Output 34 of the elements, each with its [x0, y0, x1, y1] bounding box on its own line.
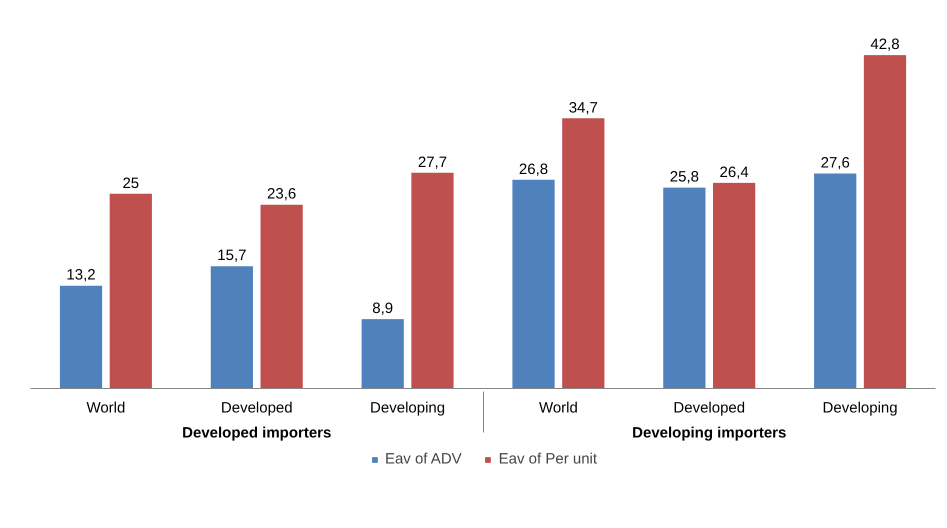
bar — [713, 182, 756, 388]
text: Developed importers — [182, 424, 332, 442]
data-label: 8,9 — [372, 300, 394, 318]
data-label: 25 — [122, 174, 140, 192]
data-label: 13,2 — [66, 266, 96, 284]
x-tick-label: World — [86, 400, 126, 416]
data-label: 27,6 — [820, 154, 850, 172]
data-label: 26,8 — [518, 160, 548, 178]
x-tick-label: Developing — [370, 400, 446, 416]
data-label: 26,4 — [720, 164, 749, 181]
data-label: 25,8 — [670, 168, 699, 186]
data-label: 15,7 — [217, 247, 246, 264]
bar — [562, 118, 604, 388]
bar — [110, 194, 152, 388]
bar — [260, 204, 303, 388]
x-tick-label: Developed — [220, 400, 293, 416]
bar — [362, 319, 404, 388]
bar — [60, 286, 102, 388]
x-tick-label: World — [538, 400, 578, 416]
legend-label: Eav of ADV — [384, 450, 462, 468]
data-label: 42,8 — [870, 36, 900, 54]
bar — [512, 180, 555, 388]
x-tick-label: Developing — [822, 400, 898, 416]
data-label: 27,7 — [418, 154, 448, 171]
data-label: 34,7 — [568, 99, 598, 116]
bar — [663, 188, 706, 388]
data-label: 23,6 — [267, 186, 296, 203]
x-tick-label: Developed — [673, 400, 746, 416]
bar — [864, 55, 906, 388]
bar — [411, 172, 454, 388]
text: Developing importers — [632, 424, 786, 442]
bar — [814, 174, 856, 388]
legend-label: Eav of Per unit — [498, 450, 598, 468]
bar — [210, 266, 253, 388]
